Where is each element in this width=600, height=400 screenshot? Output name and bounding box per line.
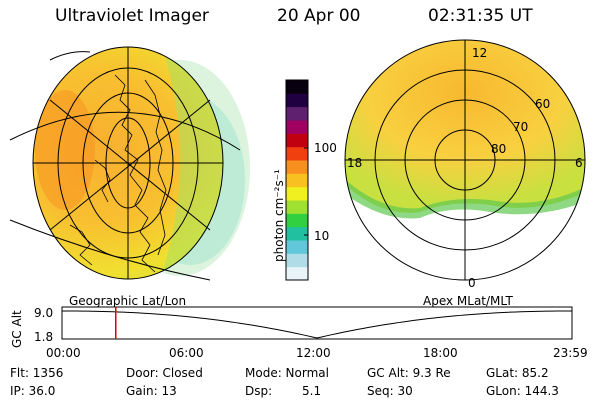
colorbar <box>285 79 309 281</box>
timeline-xtick-4: 23:59 <box>553 346 588 360</box>
info-ip: IP: 36.0 <box>10 384 56 398</box>
apex-polar-image <box>344 39 586 281</box>
colorbar-segment <box>286 133 308 148</box>
info-gain: Gain: 13 <box>126 384 177 398</box>
colorbar-segment <box>286 173 308 188</box>
info-glat: GLat: 85.2 <box>486 366 549 380</box>
timeline-frame <box>61 306 573 340</box>
colorbar-label: photon cm⁻²s⁻¹ <box>272 169 286 262</box>
colorbar-segment <box>286 226 308 241</box>
colorbar-segment <box>286 106 308 121</box>
info-mode: Mode: Normal <box>245 366 329 380</box>
header-time: 02:31:35 UT <box>428 6 533 26</box>
colorbar-tick-100: 100 <box>314 141 337 155</box>
info-gc-alt: GC Alt: 9.3 Re <box>367 366 451 380</box>
timeline-xtick-0: 00:00 <box>46 346 81 360</box>
colorbar-segment <box>286 120 308 134</box>
colorbar-frame <box>285 79 309 281</box>
timeline-ytick-low: 1.8 <box>34 330 54 344</box>
altitude-curve <box>61 310 573 339</box>
colorbar-segment <box>286 200 308 214</box>
colorbar-segment <box>286 80 308 94</box>
colorbar-segment <box>286 240 308 254</box>
header-date: 20 Apr 00 <box>277 6 361 26</box>
mlt-label-6: 6 <box>575 156 583 170</box>
geographic-image <box>9 46 250 281</box>
mlat-label-70: 70 <box>513 120 529 134</box>
colorbar-tick-10: 10 <box>314 229 330 243</box>
colorbar-segment <box>286 266 308 281</box>
colorbar-segment <box>286 253 308 268</box>
timeline-ytick-high: 9.0 <box>34 306 54 320</box>
info-door: Door: Closed <box>126 366 203 380</box>
mlat-label-60: 60 <box>535 97 551 111</box>
timeline-axis-label: GC Alt <box>10 310 24 348</box>
app-title: Ultraviolet Imager <box>55 6 209 26</box>
info-seq: Seq: 30 <box>367 384 413 398</box>
colorbar-segment <box>286 160 308 174</box>
info-dsp-label: Dsp: <box>245 384 273 398</box>
info-glon: GLon: 144.3 <box>486 384 559 398</box>
timeline-xtick-3: 18:00 <box>423 346 458 360</box>
altitude-timeline <box>61 306 573 340</box>
colorbar-segment <box>286 186 308 201</box>
mlt-label-12: 12 <box>472 46 488 60</box>
colorbar-segment <box>286 213 308 228</box>
colorbar-segment <box>286 93 308 108</box>
mlt-label-18: 18 <box>347 156 363 170</box>
geographic-caption: Geographic Lat/Lon <box>69 294 187 308</box>
timeline-xtick-2: 12:00 <box>296 346 331 360</box>
apex-caption: Apex MLat/MLT <box>423 294 513 308</box>
mlat-label-80: 80 <box>491 142 507 156</box>
coastline <box>69 74 167 273</box>
timeline-xtick-1: 06:00 <box>169 346 204 360</box>
mlt-label-0: 0 <box>468 276 476 290</box>
info-dsp-value: 5.1 <box>302 384 322 398</box>
colorbar-segment <box>286 146 308 161</box>
info-flt: Flt: 1356 <box>10 366 64 380</box>
